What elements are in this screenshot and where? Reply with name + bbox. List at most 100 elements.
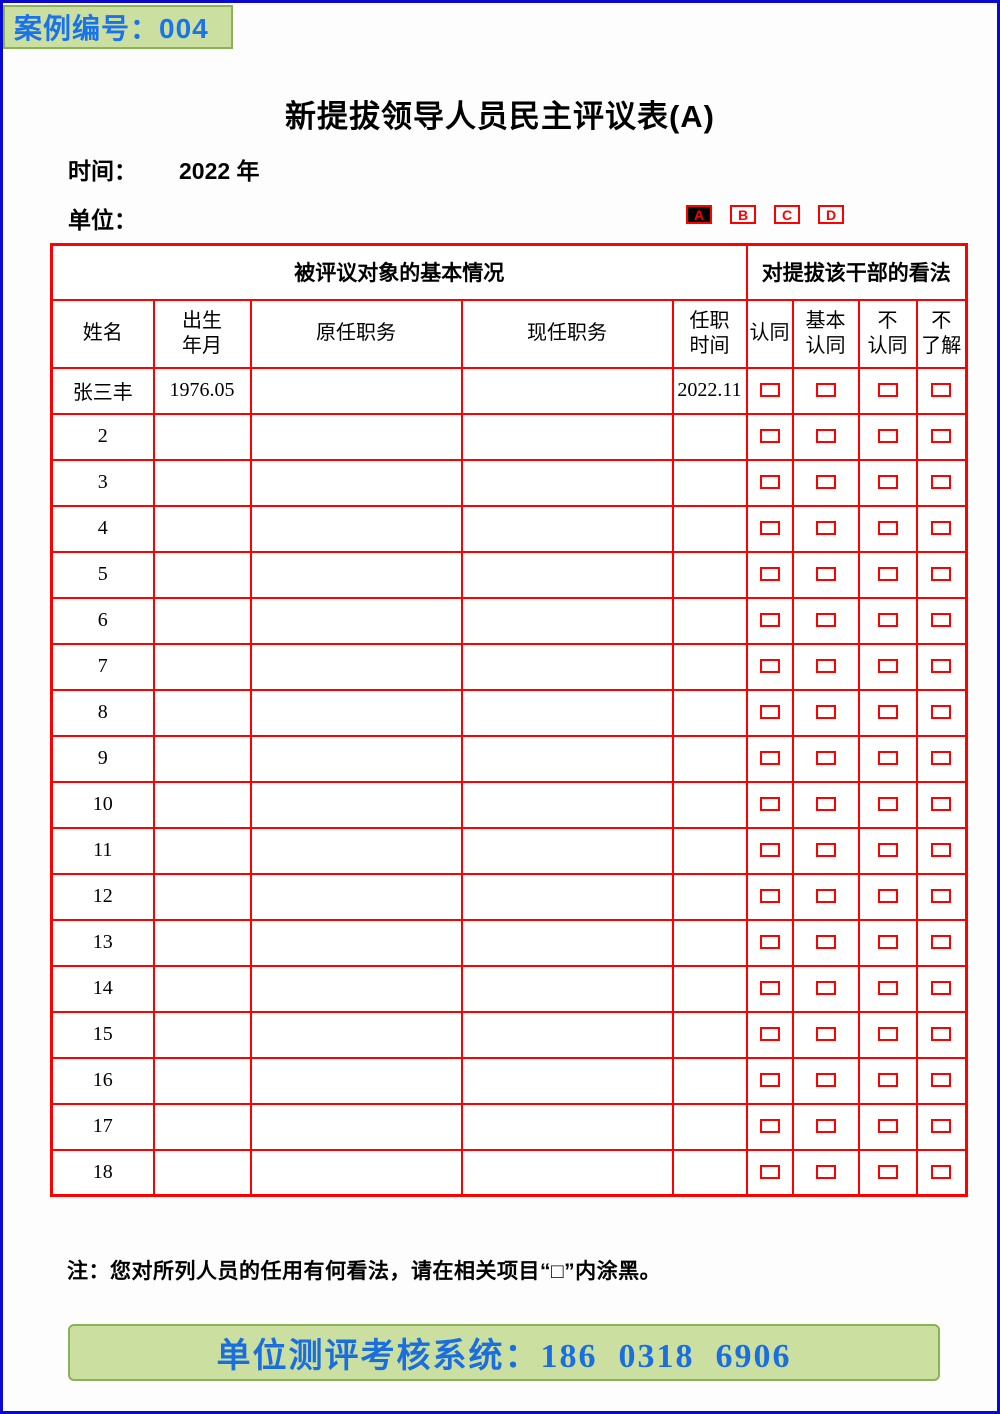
opinion-checkbox[interactable] <box>877 751 898 766</box>
opinion-checkbox[interactable] <box>877 659 898 674</box>
opinion-checkbox[interactable] <box>759 889 780 904</box>
opinion-checkbox[interactable] <box>759 429 780 444</box>
tenure-cell <box>671 504 748 553</box>
opinion-checkbox[interactable] <box>815 1073 836 1088</box>
opinion-checkbox[interactable] <box>815 567 836 582</box>
opinion-checkbox[interactable] <box>815 383 836 398</box>
opinion-checkbox[interactable] <box>877 1073 898 1088</box>
opinion-cell <box>857 366 918 415</box>
opinion-cell <box>915 1010 968 1059</box>
opinion-checkbox[interactable] <box>815 1119 836 1134</box>
opinion-checkbox[interactable] <box>759 843 780 858</box>
opinion-checkbox[interactable] <box>815 705 836 720</box>
opinion-checkbox[interactable] <box>759 521 780 536</box>
birth-date-cell <box>152 964 252 1013</box>
opinion-checkbox[interactable] <box>931 383 952 398</box>
col-header-former-position: 原任职务 <box>249 298 463 369</box>
opinion-checkbox[interactable] <box>815 521 836 536</box>
opinion-cell <box>791 688 860 737</box>
opinion-checkbox[interactable] <box>759 797 780 812</box>
opinion-checkbox[interactable] <box>931 797 952 812</box>
opinion-checkbox[interactable] <box>759 1027 780 1042</box>
opinion-checkbox[interactable] <box>759 567 780 582</box>
opinion-checkbox[interactable] <box>759 1119 780 1134</box>
opinion-checkbox[interactable] <box>877 935 898 950</box>
opinion-checkbox[interactable] <box>931 659 952 674</box>
birth-date-cell <box>152 1056 252 1105</box>
opinion-checkbox[interactable] <box>931 1119 952 1134</box>
option-box-a[interactable]: A <box>686 205 712 224</box>
opinion-checkbox[interactable] <box>815 429 836 444</box>
opinion-checkbox[interactable] <box>759 1165 780 1180</box>
option-box-d[interactable]: D <box>818 205 844 224</box>
opinion-checkbox[interactable] <box>815 475 836 490</box>
opinion-checkbox[interactable] <box>877 429 898 444</box>
opinion-checkbox[interactable] <box>931 521 952 536</box>
opinion-cell <box>857 458 918 507</box>
opinion-cell <box>745 596 794 645</box>
opinion-checkbox[interactable] <box>759 613 780 628</box>
opinion-checkbox[interactable] <box>877 981 898 996</box>
opinion-checkbox[interactable] <box>877 1119 898 1134</box>
case-number-label: 案例编号：004 <box>14 13 209 44</box>
opinion-checkbox[interactable] <box>877 705 898 720</box>
opinion-checkbox[interactable] <box>877 383 898 398</box>
opinion-checkbox[interactable] <box>759 475 780 490</box>
opinion-checkbox[interactable] <box>877 889 898 904</box>
opinion-checkbox[interactable] <box>931 843 952 858</box>
opinion-checkbox[interactable] <box>931 1027 952 1042</box>
opinion-checkbox[interactable] <box>815 751 836 766</box>
opinion-checkbox[interactable] <box>815 1165 836 1180</box>
opinion-checkbox[interactable] <box>759 1073 780 1088</box>
opinion-checkbox[interactable] <box>759 935 780 950</box>
opinion-checkbox[interactable] <box>815 843 836 858</box>
tenure-cell <box>671 1148 748 1197</box>
opinion-cell <box>915 1102 968 1151</box>
opinion-cell <box>791 550 860 599</box>
opinion-checkbox[interactable] <box>931 935 952 950</box>
opinion-checkbox[interactable] <box>815 613 836 628</box>
opinion-checkbox[interactable] <box>877 567 898 582</box>
opinion-checkbox[interactable] <box>877 475 898 490</box>
option-box-b[interactable]: B <box>730 205 756 224</box>
opinion-checkbox[interactable] <box>877 521 898 536</box>
table-row: 14 <box>50 964 968 1013</box>
page-title: 新提拔领导人员民主评议表(A) <box>284 99 716 134</box>
tenure-cell <box>671 550 748 599</box>
opinion-checkbox[interactable] <box>759 383 780 398</box>
opinion-checkbox[interactable] <box>931 567 952 582</box>
footer-banner: 单位测评考核系统：186 0318 6906 <box>68 1324 940 1381</box>
opinion-checkbox[interactable] <box>877 797 898 812</box>
opinion-checkbox[interactable] <box>931 1165 952 1180</box>
opinion-checkbox[interactable] <box>759 751 780 766</box>
opinion-checkbox[interactable] <box>877 843 898 858</box>
opinion-checkbox[interactable] <box>931 889 952 904</box>
opinion-checkbox[interactable] <box>815 889 836 904</box>
name-cell: 11 <box>50 826 155 875</box>
opinion-checkbox[interactable] <box>931 613 952 628</box>
opinion-checkbox[interactable] <box>931 981 952 996</box>
opinion-checkbox[interactable] <box>815 797 836 812</box>
opinion-checkbox[interactable] <box>931 475 952 490</box>
opinion-checkbox[interactable] <box>759 981 780 996</box>
opinion-checkbox[interactable] <box>877 1027 898 1042</box>
opinion-checkbox[interactable] <box>815 981 836 996</box>
opinion-checkbox[interactable] <box>877 613 898 628</box>
opinion-checkbox[interactable] <box>931 1073 952 1088</box>
opinion-cell <box>791 1010 860 1059</box>
option-box-c[interactable]: C <box>774 205 800 224</box>
unit-row: 单位： <box>68 201 137 235</box>
opinion-checkbox[interactable] <box>877 1165 898 1180</box>
opinion-checkbox[interactable] <box>931 751 952 766</box>
opinion-cell <box>857 918 918 967</box>
opinion-checkbox[interactable] <box>931 705 952 720</box>
opinion-checkbox[interactable] <box>815 1027 836 1042</box>
opinion-checkbox[interactable] <box>931 429 952 444</box>
opinion-cell <box>915 872 968 921</box>
opinion-checkbox[interactable] <box>815 935 836 950</box>
opinion-checkbox[interactable] <box>759 659 780 674</box>
opinion-checkbox[interactable] <box>759 705 780 720</box>
opinion-cell <box>915 366 968 415</box>
opinion-checkbox[interactable] <box>815 659 836 674</box>
table-row: 10 <box>50 780 968 829</box>
